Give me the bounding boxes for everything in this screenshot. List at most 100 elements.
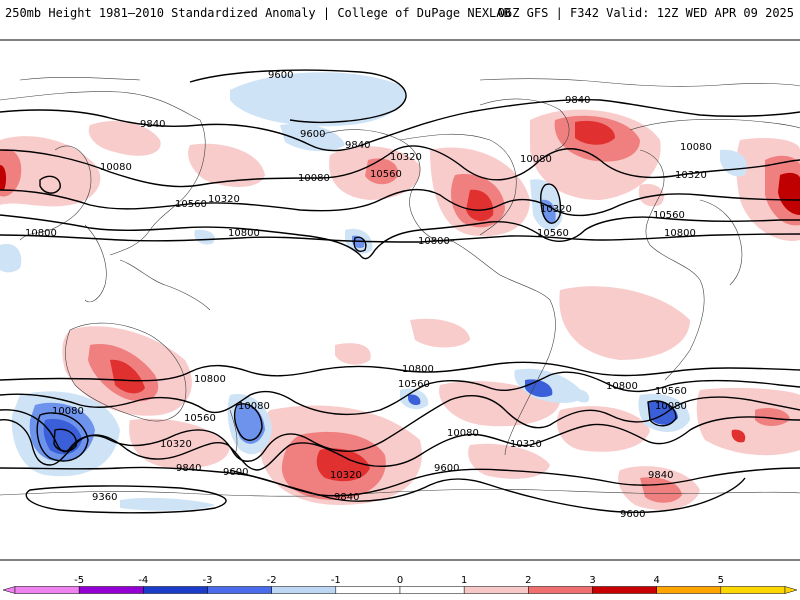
- contour-label: 10560: [653, 210, 685, 221]
- colorbar-segment: [14, 586, 80, 594]
- contour-closed: [353, 236, 367, 252]
- contour-10800-south: [0, 361, 800, 382]
- coastline: [639, 149, 705, 381]
- contour-label: 9600: [268, 70, 293, 81]
- anomaly-positive: [365, 158, 399, 185]
- contour-label: 10560: [398, 379, 430, 390]
- colorbar-segment: [271, 586, 337, 594]
- contour-label: 10080: [447, 428, 479, 439]
- colorbar-tick-label: 5: [718, 575, 724, 586]
- contour-closed: [647, 400, 677, 427]
- contour-label: 9840: [648, 470, 673, 481]
- contour-label: 9600: [620, 509, 645, 520]
- anomaly-negative: [230, 72, 405, 127]
- colorbar-segment: [335, 586, 401, 594]
- contour-9840-south: [0, 466, 800, 497]
- anomaly-positive: [466, 189, 494, 222]
- colorbar-segment: [143, 586, 208, 594]
- coastline: [479, 78, 800, 87]
- contour-label: 10560: [175, 199, 207, 210]
- contour-label: 9600: [300, 129, 325, 140]
- coastline: [229, 409, 238, 456]
- anomaly-positive: [316, 448, 370, 482]
- anomaly-negative: [194, 229, 215, 245]
- anomaly-negative: [408, 394, 421, 406]
- contour-label: 10080: [238, 401, 270, 412]
- colorbar-tick-label: -1: [331, 575, 341, 586]
- contour-label: 10080: [655, 401, 687, 412]
- anomaly-positive: [410, 318, 470, 348]
- contour-label: 10560: [537, 228, 569, 239]
- contour-label: 10080: [52, 406, 84, 417]
- colorbar-segment: [207, 586, 272, 594]
- anomaly-positive: [778, 172, 800, 215]
- anomaly-positive: [88, 120, 161, 156]
- colorbar-tick-label: 1: [461, 575, 467, 586]
- contour-9600-south: [229, 469, 746, 513]
- anomaly-positive: [575, 120, 615, 145]
- contour-label: 10560: [184, 413, 216, 424]
- contour-label: 10080: [100, 162, 132, 173]
- colorbar-tick-label: -5: [74, 575, 84, 586]
- anomaly-positive: [188, 143, 265, 187]
- coastline: [399, 133, 517, 236]
- contour-closed: [53, 428, 77, 452]
- colorbar-segment: [656, 586, 722, 594]
- contour-label: 10560: [655, 386, 687, 397]
- anomaly-positive: [0, 136, 101, 207]
- contour-label: 9840: [345, 140, 370, 151]
- colorbar-arrow-right: [784, 586, 798, 594]
- contour-labels: 9600 9840 9600 9840 9840 10080 10080 100…: [25, 70, 712, 520]
- colorbar-segment: [592, 586, 657, 594]
- coastline: [629, 119, 800, 131]
- anomaly-positive: [556, 406, 650, 452]
- contour-label: 10800: [194, 374, 226, 385]
- anomaly-positive: [110, 359, 145, 394]
- contour-label: 10080: [680, 142, 712, 153]
- colorbar-segment: [720, 586, 786, 594]
- contour-label: 9600: [434, 463, 459, 474]
- contour-label: 10800: [402, 364, 434, 375]
- anomaly-positive: [335, 343, 371, 365]
- anomaly-negative: [120, 497, 215, 511]
- contour-label: 10080: [298, 173, 330, 184]
- contour-label: 10320: [540, 204, 572, 215]
- coastline: [699, 199, 743, 286]
- model-run-info: 06Z GFS | F342 Valid: 12Z WED APR 09 202…: [497, 6, 794, 20]
- coastline: [449, 239, 556, 456]
- contour-label: 10800: [664, 228, 696, 239]
- contour-label: 10320: [208, 194, 240, 205]
- colorbar-tick-label: 3: [589, 575, 595, 586]
- contour-closed: [36, 412, 89, 462]
- colorbar-tick-label: 2: [525, 575, 531, 586]
- contour-closed: [540, 183, 562, 224]
- anomaly-negative: [574, 389, 590, 403]
- anomaly-positive: [755, 408, 790, 426]
- anomaly-negative: [0, 243, 22, 273]
- coastline: [65, 322, 187, 422]
- contour-label: 10320: [160, 439, 192, 450]
- contour-10560-south: [0, 371, 800, 416]
- colorbar-segment: [78, 586, 144, 594]
- colorbar-tick-label: 0: [397, 575, 403, 586]
- map-title: 250mb Height 1981–2010 Standardized Anom…: [5, 6, 511, 20]
- contour-label: 10800: [418, 236, 450, 247]
- colorbar-tick-label: 4: [653, 575, 659, 586]
- colorbar: -5 -4 -3 -2 -1 0 1 2 3 4 5: [2, 575, 798, 594]
- contour-label: 9840: [140, 119, 165, 130]
- colorbar-tick-label: -2: [267, 575, 277, 586]
- contour-label: 9840: [334, 492, 359, 503]
- contour-10080: [0, 145, 800, 188]
- contour-10800: [0, 233, 800, 243]
- colorbar-tick-label: -4: [138, 575, 148, 586]
- contour-label: 9360: [92, 492, 117, 503]
- contour-9600: [189, 69, 407, 123]
- contour-10320: [0, 188, 800, 217]
- colorbar-arrow-left: [2, 586, 16, 594]
- anomaly-negative: [541, 199, 556, 224]
- colorbar-tick-label: -3: [203, 575, 213, 586]
- colorbar-segment: [399, 586, 465, 594]
- contour-label: 10800: [228, 228, 260, 239]
- colorbar-segment: [463, 586, 529, 594]
